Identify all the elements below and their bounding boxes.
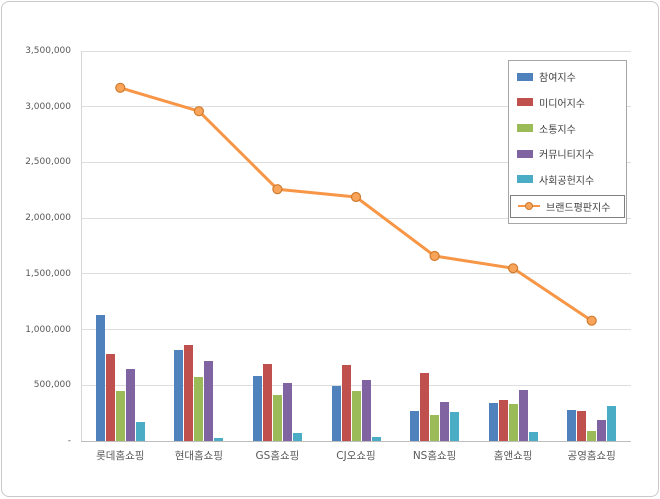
x-category-label: 공영홈쇼핑 <box>567 450 616 462</box>
bar-미디어지수 <box>498 399 508 441</box>
x-category-label: GS홈쇼핑 <box>255 450 300 462</box>
bar-커뮤니티지수 <box>440 402 450 441</box>
legend-swatch <box>517 124 533 133</box>
gridline <box>81 50 631 52</box>
y-tick-label: 3,500,000 <box>25 46 71 56</box>
legend-swatch <box>517 98 533 107</box>
legend-label: 소통지수 <box>539 124 576 136</box>
bar-사회공헌지수 <box>292 433 302 441</box>
bar-미디어지수 <box>577 410 587 441</box>
legend-swatch <box>517 149 533 158</box>
bar-소통지수 <box>587 430 597 441</box>
legend-item: 참여지수 <box>509 66 626 87</box>
bar-소통지수 <box>194 377 204 441</box>
y-tick-label: - <box>67 436 71 446</box>
bar-소통지수 <box>508 404 518 441</box>
bar-사회공헌지수 <box>135 422 145 441</box>
line-marker <box>115 82 126 93</box>
bar-참여지수 <box>331 386 341 441</box>
y-tick-label: 1,500,000 <box>25 268 71 279</box>
legend-item: 소통지수 <box>509 118 626 139</box>
y-tick-label: 1,000,000 <box>25 324 71 335</box>
bar-사회공헌지수 <box>450 412 460 441</box>
bar-참여지수 <box>252 376 262 441</box>
x-category-label: NS홈쇼핑 <box>412 450 457 462</box>
legend-label: 참여지수 <box>539 73 576 85</box>
bar-사회공헌지수 <box>607 406 617 441</box>
bar-참여지수 <box>174 349 184 441</box>
bar-미디어지수 <box>262 364 272 441</box>
bar-미디어지수 <box>341 365 351 441</box>
bar-사회공헌지수 <box>214 437 224 441</box>
line-marker <box>350 191 362 203</box>
gridline <box>81 329 631 331</box>
x-category-label: CJ오쇼핑 <box>336 450 376 462</box>
line-marker <box>508 263 519 274</box>
bar-참여지수 <box>488 403 498 441</box>
legend-item: 브랜드평판지수 <box>510 194 625 218</box>
bar-사회공헌지수 <box>371 436 381 441</box>
line-marker <box>193 106 204 117</box>
line-marker <box>429 250 440 262</box>
bar-미디어지수 <box>105 354 115 441</box>
y-tick-label: 2,000,000 <box>25 213 71 224</box>
legend-item: 커뮤니티지수 <box>509 143 626 164</box>
legend-label: 사회공헌지수 <box>539 175 595 187</box>
legend-label: 브랜드평판지수 <box>546 202 611 214</box>
line-marker <box>272 184 283 195</box>
bar-커뮤니티지수 <box>361 379 371 441</box>
legend-item: 사회공헌지수 <box>509 169 626 190</box>
bar-커뮤니티지수 <box>282 383 292 441</box>
bar-소통지수 <box>351 390 361 441</box>
bar-커뮤니티지수 <box>125 368 135 441</box>
legend-label: 커뮤니티지수 <box>539 150 595 162</box>
bar-커뮤니티지수 <box>204 360 214 441</box>
y-tick-label: 2,500,000 <box>25 157 71 168</box>
bar-참여지수 <box>95 315 105 441</box>
y-tick-label: 3,000,000 <box>25 101 71 112</box>
legend-swatch <box>517 175 533 184</box>
legend-marker-sample <box>525 202 533 211</box>
x-category-label: 현대홈쇼핑 <box>174 450 223 462</box>
bar-소통지수 <box>115 390 125 441</box>
bar-소통지수 <box>430 415 440 441</box>
y-axis-line <box>81 51 82 441</box>
x-category-label: 롯데홈쇼핑 <box>96 450 145 462</box>
bar-참여지수 <box>567 409 577 441</box>
bar-미디어지수 <box>420 373 430 441</box>
gridline <box>81 273 631 275</box>
bar-참여지수 <box>410 410 420 441</box>
line-marker <box>586 315 597 326</box>
bar-커뮤니티지수 <box>518 389 528 441</box>
gridline <box>81 384 631 386</box>
legend-label: 미디어지수 <box>539 98 585 110</box>
legend-item: 미디어지수 <box>509 92 626 113</box>
x-category-label: 홈앤쇼핑 <box>493 450 533 462</box>
legend-line-swatch <box>518 201 540 212</box>
bar-소통지수 <box>272 395 282 441</box>
x-axis-line <box>81 441 631 442</box>
legend-swatch <box>517 72 533 81</box>
bar-커뮤니티지수 <box>597 419 607 441</box>
bar-사회공헌지수 <box>528 432 538 441</box>
bar-미디어지수 <box>184 345 194 441</box>
y-tick-label: 500,000 <box>33 380 71 391</box>
